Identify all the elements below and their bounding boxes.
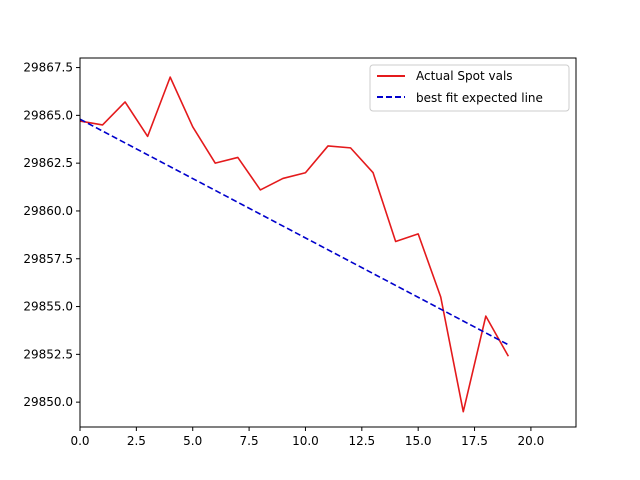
data-point (237, 156, 239, 158)
data-point (417, 233, 419, 235)
data-point (349, 147, 351, 149)
plot-frame (79, 57, 577, 428)
data-point (507, 344, 509, 346)
data-point (507, 355, 509, 357)
x-tick-label: 15.0 (405, 434, 432, 448)
x-tick-label: 2.5 (127, 434, 146, 448)
data-point (462, 411, 464, 413)
data-point (169, 76, 171, 78)
x-tick-label: 7.5 (240, 434, 259, 448)
data-point (101, 124, 103, 126)
x-tick-label: 10.0 (292, 434, 319, 448)
data-point (485, 315, 487, 317)
y-tick-label: 29865.0 (23, 108, 73, 122)
data-point (327, 145, 329, 147)
x-tick-label: 0.0 (70, 434, 89, 448)
legend: Actual Spot vals best fit expected line (369, 64, 570, 112)
x-tick-label: 5.0 (183, 434, 202, 448)
series-line-actual-spot (79, 76, 510, 413)
data-point (304, 172, 306, 174)
data-point (124, 101, 126, 103)
y-axis: 29850.0 29852.5 29855.0 29857.5 29860.0 29862… (23, 61, 80, 409)
data-point (146, 135, 148, 137)
legend-box (369, 64, 570, 112)
legend-label-best-fit: best fit expected line (416, 91, 543, 105)
data-point (372, 172, 374, 174)
x-axis: 0.0 2.5 5.0 7.5 10.0 12.5 15.0 17.5 20.0 (70, 427, 544, 448)
x-tick-label: 12.5 (348, 434, 375, 448)
data-point (214, 162, 216, 164)
data-point (259, 189, 261, 191)
series-layer (79, 76, 510, 413)
legend-label-actual: Actual Spot vals (416, 69, 513, 83)
data-point (394, 240, 396, 242)
y-tick-label: 29855.0 (23, 300, 73, 314)
data-point (282, 177, 284, 179)
x-tick-label: 17.5 (461, 434, 488, 448)
y-tick-label: 29857.5 (23, 252, 73, 266)
x-tick-label: 20.0 (518, 434, 545, 448)
data-point (192, 126, 194, 128)
y-tick-label: 29852.5 (23, 347, 73, 361)
y-tick-label: 29867.5 (23, 61, 73, 75)
y-tick-label: 29862.5 (23, 156, 73, 170)
y-tick-label: 29860.0 (23, 204, 73, 218)
data-point (440, 296, 442, 298)
y-tick-label: 29850.0 (23, 395, 73, 409)
